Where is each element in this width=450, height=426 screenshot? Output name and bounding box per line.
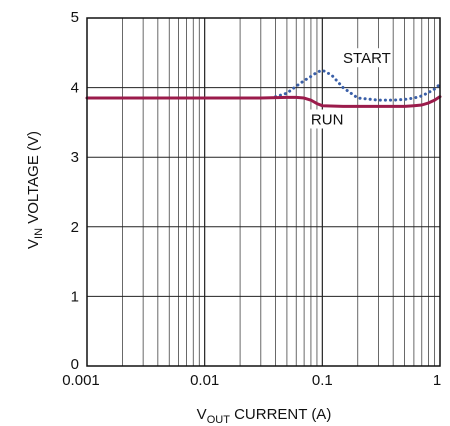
annotation-start: START: [343, 50, 391, 67]
plot-frame: [86, 17, 441, 367]
y-axis-label-rest: VOLTAGE (V): [25, 131, 42, 228]
y-axis-label-main: V: [25, 239, 42, 249]
y-tick-label: 5: [71, 9, 79, 26]
x-tick-label: 0.01: [190, 372, 219, 389]
grid: [87, 18, 440, 366]
y-tick-label: 0: [71, 356, 79, 373]
x-tick-label: 1: [433, 372, 441, 389]
y-tick-label: 2: [71, 219, 79, 236]
series-line-run: [85, 95, 442, 108]
y-axis-label-sub: IN: [33, 228, 45, 239]
y-tick-label: 3: [71, 149, 79, 166]
annotation-run: RUN: [311, 111, 344, 128]
annotations: START RUN: [307, 48, 393, 129]
annotation-background: [340, 48, 393, 68]
y-tick-label: 1: [71, 288, 79, 305]
series-line-start: [274, 68, 442, 102]
y-axis-label: VIN VOLTAGE (V): [25, 131, 45, 249]
x-tick-label: 0.1: [312, 372, 333, 389]
annotation-background: [307, 109, 342, 129]
x-tick-label: 0.001: [62, 372, 100, 389]
x-tick-labels: 0.001 0.01 0.1 1: [62, 372, 441, 389]
x-axis-label-sub: OUT: [207, 414, 231, 426]
series-group: [85, 68, 442, 108]
y-tick-label: 4: [71, 80, 79, 97]
x-axis-label-rest: CURRENT (A): [230, 406, 331, 423]
x-axis-label: VOUT CURRENT (A): [197, 406, 332, 426]
x-axis-label-main: V: [197, 406, 207, 423]
y-tick-labels: 0 1 2 3 4 5: [71, 9, 79, 373]
